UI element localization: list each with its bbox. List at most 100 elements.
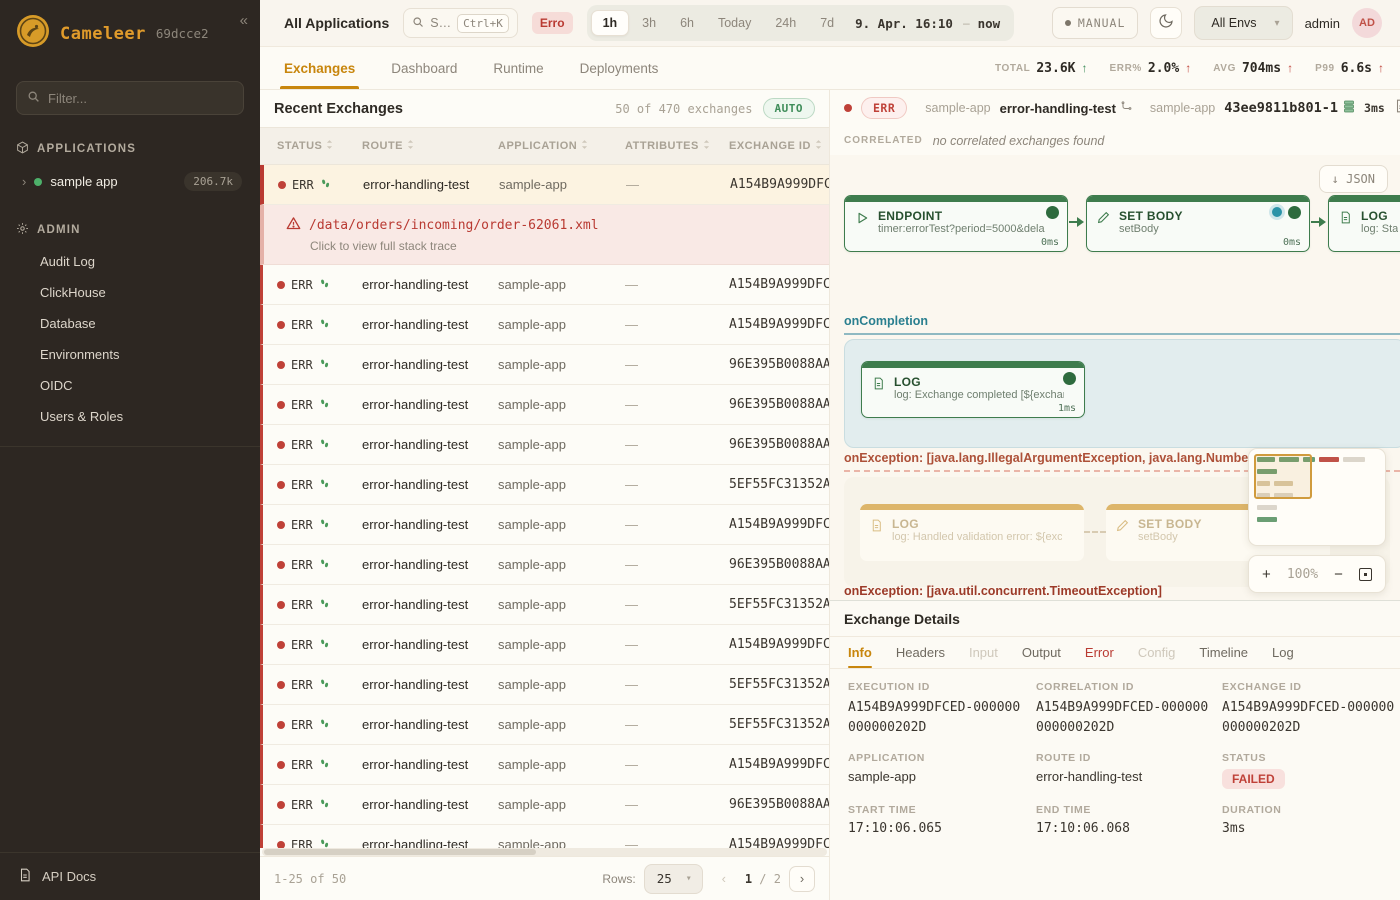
table-row[interactable]: ERR error-handling-test sample-app — 5EF… xyxy=(260,465,829,505)
fit-view-icon[interactable] xyxy=(1358,567,1372,581)
error-detail-row[interactable]: /data/orders/incoming/order-62061.xml Cl… xyxy=(260,205,829,265)
details-tab-input[interactable]: Input xyxy=(968,645,998,660)
details-tab-headers[interactable]: Headers xyxy=(895,645,945,660)
stat-label: P99 xyxy=(1315,62,1335,74)
chevron-right-icon[interactable]: › xyxy=(22,174,27,189)
minimap-viewport[interactable] xyxy=(1254,454,1312,499)
search-input[interactable]: S… Ctrl+K xyxy=(403,8,518,38)
application-cell: sample-app xyxy=(498,677,566,692)
zoom-in-button[interactable]: + xyxy=(1262,565,1271,583)
sidebar-item-audit-log[interactable]: Audit Log xyxy=(40,254,95,269)
table-row[interactable]: ERR error-handling-test sample-app — 5EF… xyxy=(260,705,829,745)
sidebar-item-database[interactable]: Database xyxy=(40,316,96,331)
attributes-cell: — xyxy=(625,477,638,492)
time-range-today[interactable]: Today xyxy=(707,11,762,35)
table-row[interactable]: ERR error-handling-test sample-app — A15… xyxy=(260,505,829,545)
details-fields: EXECUTION ID A154B9A999DFCED-000000000000… xyxy=(830,669,1400,836)
flow-node-endpoint[interactable]: ENDPOINT timer:errorTest?period=5000&del… xyxy=(844,195,1068,252)
details-tab-config[interactable]: Config xyxy=(1137,645,1176,660)
flow-route-link[interactable]: error-handling-test xyxy=(1000,101,1132,116)
sidebar-collapse-icon[interactable]: « xyxy=(239,12,248,29)
env-select[interactable]: All Envs ▾ xyxy=(1194,6,1293,40)
flow-minimap[interactable] xyxy=(1248,448,1386,546)
minimap-bar xyxy=(1257,505,1277,510)
sidebar-item-clickhouse[interactable]: ClickHouse xyxy=(40,285,106,300)
sidebar-item-users-roles[interactable]: Users & Roles xyxy=(40,409,124,424)
table-row[interactable]: ERR error-handling-test sample-app — A15… xyxy=(260,265,829,305)
range-to[interactable]: now xyxy=(977,15,1001,31)
document-icon[interactable] xyxy=(1394,99,1400,118)
table-row[interactable]: ERR error-handling-test sample-app — 96E… xyxy=(260,345,829,385)
onexception-line xyxy=(844,470,1400,472)
column-header-route[interactable]: ROUTE xyxy=(362,139,498,153)
column-header-status[interactable]: STATUS xyxy=(277,139,362,153)
table-row[interactable]: ERR error-handling-test sample-app — A15… xyxy=(260,745,829,785)
time-range-3h[interactable]: 3h xyxy=(631,11,667,35)
rows-per-page-select[interactable]: 25 ▾ xyxy=(643,863,703,894)
table-row[interactable]: ERR error-handling-test sample-app — 96E… xyxy=(260,785,829,825)
details-tab-output[interactable]: Output xyxy=(1021,645,1061,660)
column-header-attributes[interactable]: ATTRIBUTES xyxy=(625,139,729,153)
field-label: APPLICATION xyxy=(848,752,925,764)
tab-deployments[interactable]: Deployments xyxy=(579,60,659,76)
prev-page-button[interactable]: ‹ xyxy=(721,871,726,886)
column-header-application[interactable]: APPLICATION xyxy=(498,139,625,153)
manual-refresh-button[interactable]: MANUAL xyxy=(1051,7,1139,39)
attributes-cell: — xyxy=(625,397,638,412)
flow-exchange-id[interactable]: 43ee9811b801-1 xyxy=(1224,100,1355,117)
status-label: ERR xyxy=(292,177,314,192)
tab-runtime[interactable]: Runtime xyxy=(493,60,544,76)
download-json-button[interactable]: ↓ JSON xyxy=(1318,165,1388,193)
zoom-out-button[interactable]: − xyxy=(1334,565,1343,583)
flow-node-setbody[interactable]: SET BODY setBody 0ms xyxy=(1086,195,1310,252)
table-row[interactable]: ERR error-handling-test sample-app — A15… xyxy=(260,825,829,848)
dark-mode-toggle[interactable] xyxy=(1150,7,1183,39)
sidebar-item-sample-app[interactable]: › sample app 206.7k xyxy=(8,167,252,196)
column-header-exchange-id[interactable]: EXCHANGE ID xyxy=(729,139,829,153)
table-row[interactable]: ERR error-handling-test sample-app — 5EF… xyxy=(260,585,829,625)
exchange-id-cell: 96E395B0088AA xyxy=(729,797,829,812)
details-tab-error[interactable]: Error xyxy=(1084,645,1114,660)
flow-canvas[interactable]: ↓ JSON ENDPOINT timer:errorTest?period=5… xyxy=(830,155,1400,600)
table-row[interactable]: ERR error-handling-test sample-app — 96E… xyxy=(260,385,829,425)
table-row[interactable]: ERR error-handling-test sample-app — 96E… xyxy=(260,545,829,585)
time-range-24h[interactable]: 24h xyxy=(764,11,807,35)
details-tab-timeline[interactable]: Timeline xyxy=(1199,645,1249,660)
tab-exchanges[interactable]: Exchanges xyxy=(279,47,360,89)
rows-per-page-label: Rows: xyxy=(602,871,636,886)
pencil-icon xyxy=(1097,211,1110,229)
application-cell: sample-app xyxy=(498,397,566,412)
auto-refresh-badge[interactable]: AUTO xyxy=(762,98,815,119)
flow-node-completion-log[interactable]: LOG log: Exchange completed [${exchan 1m… xyxy=(861,361,1085,418)
sidebar-filter-input[interactable]: Filter... xyxy=(16,81,244,115)
field-value: error-handling-test xyxy=(1036,769,1143,784)
exchange-id-cell: 5EF55FC31352A xyxy=(729,597,829,612)
sidebar-item-api-docs[interactable]: API Docs xyxy=(0,852,260,900)
tab-dashboard[interactable]: Dashboard xyxy=(391,60,458,76)
details-tab-info[interactable]: Info xyxy=(848,637,872,668)
filter-chip-error[interactable]: Erro xyxy=(531,12,573,34)
next-page-button[interactable]: › xyxy=(789,865,815,892)
status-cell: ERR xyxy=(277,436,362,454)
status-cell: ERR xyxy=(277,636,362,654)
flow-node-exception-log[interactable]: LOG log: Handled validation error: ${exc… xyxy=(860,503,1084,561)
sidebar-item-oidc[interactable]: OIDC xyxy=(40,378,73,393)
table-row[interactable]: ERR error-handling-test sample-app — A15… xyxy=(260,305,829,345)
detail-field-application: APPLICATION sample-app xyxy=(848,752,1036,789)
scrollbar-thumb[interactable] xyxy=(264,849,536,855)
time-range-1h[interactable]: 1h xyxy=(590,10,630,36)
sidebar-item-environments[interactable]: Environments xyxy=(40,347,120,362)
details-tab-log[interactable]: Log xyxy=(1272,645,1294,660)
table-row[interactable]: ERR error-handling-test sample-app — A15… xyxy=(260,165,829,205)
table-row[interactable]: ERR error-handling-test sample-app — 5EF… xyxy=(260,665,829,705)
detail-field-duration: DURATION 3ms xyxy=(1222,804,1398,836)
table-row[interactable]: ERR error-handling-test sample-app — A15… xyxy=(260,625,829,665)
time-range-6h[interactable]: 6h xyxy=(669,11,705,35)
range-from[interactable]: 9. Apr. 16:10 xyxy=(855,15,953,31)
horizontal-scrollbar[interactable] xyxy=(262,848,827,856)
flow-node-log[interactable]: LOG log: Sta xyxy=(1328,195,1400,252)
table-row[interactable]: ERR error-handling-test sample-app — 96E… xyxy=(260,425,829,465)
time-range-7d[interactable]: 7d xyxy=(809,11,845,35)
avatar[interactable]: AD xyxy=(1352,8,1382,38)
breakpoint-dot[interactable] xyxy=(1269,204,1285,220)
